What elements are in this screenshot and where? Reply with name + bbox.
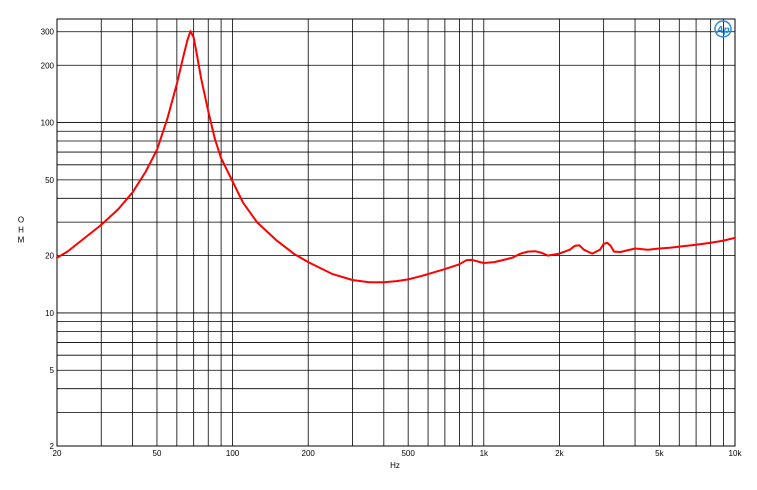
y-tick-label: 300 <box>41 28 55 37</box>
svg-text:O: O <box>18 216 24 225</box>
y-tick-label: 100 <box>41 119 55 128</box>
x-tick-label: 50 <box>153 449 162 458</box>
y-tick-label: 50 <box>45 176 54 185</box>
x-axis-label: Hz <box>390 461 400 470</box>
y-tick-label: 5 <box>50 366 55 375</box>
ap-logo-icon: Ap <box>714 20 732 38</box>
x-tick-label: 2k <box>555 449 564 458</box>
svg-text:H: H <box>18 226 24 235</box>
svg-text:Ap: Ap <box>715 25 729 36</box>
grid <box>57 19 735 446</box>
y-tick-label: 20 <box>45 252 54 261</box>
y-axis-label: OHM <box>18 216 25 245</box>
y-tick-label: 10 <box>45 309 54 318</box>
x-tick-label: 10k <box>729 449 743 458</box>
x-tick-label: 20 <box>53 449 62 458</box>
y-tick-label: 2 <box>50 442 55 451</box>
y-tick-label: 200 <box>41 61 55 70</box>
x-tick-label: 5k <box>655 449 664 458</box>
svg-text:M: M <box>18 236 25 245</box>
x-tick-label: 1k <box>480 449 489 458</box>
tick-labels: 20 50 100 200 500 1k 2k 5k 10k 2 5 10 20 50 100 200 300 <box>41 28 743 458</box>
x-tick-label: 500 <box>401 449 415 458</box>
x-tick-label: 200 <box>302 449 316 458</box>
plot-frame <box>56 18 736 447</box>
x-tick-label: 100 <box>226 449 240 458</box>
impedance-curve <box>56 30 736 284</box>
